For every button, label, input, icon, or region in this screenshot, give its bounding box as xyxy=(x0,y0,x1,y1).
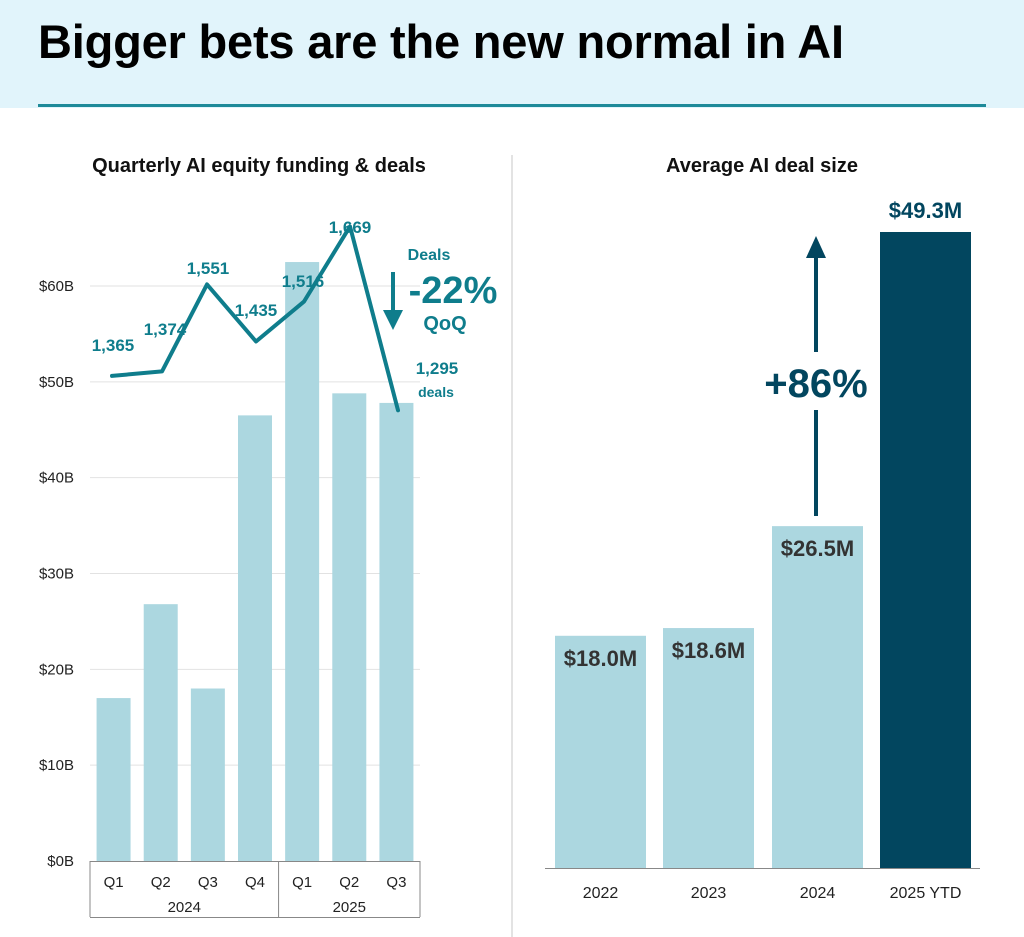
deals-change-value: -22% xyxy=(409,270,498,312)
left-bars xyxy=(96,262,414,862)
y-tick-label: $0B xyxy=(47,853,74,870)
deal-size-label: $18.6M xyxy=(672,638,745,663)
page-title: Bigger bets are the new normal in AI xyxy=(38,15,844,68)
x-tick-label: 2024 xyxy=(800,885,836,902)
x-tick-label: Q2 xyxy=(339,874,359,891)
funding-bar xyxy=(285,262,320,862)
deals-label: 1,669 xyxy=(329,218,372,237)
deals-label: 1,516 xyxy=(282,272,325,291)
x-tick-label: 2023 xyxy=(691,885,727,902)
deal-size-bar xyxy=(772,526,863,868)
funding-bar xyxy=(96,698,131,861)
x-tick-label: Q3 xyxy=(198,874,218,891)
y-tick-label: $50B xyxy=(39,374,74,391)
down-arrow-icon xyxy=(383,310,403,330)
funding-bar xyxy=(238,415,272,861)
deals-label: 1,365 xyxy=(92,336,135,355)
funding-deals-chart: Quarterly AI equity funding & deals $0B$… xyxy=(39,155,497,918)
up-arrow-icon xyxy=(806,236,826,258)
x-tick-label: 2025 YTD xyxy=(890,885,962,902)
right-chart-title: Average AI deal size xyxy=(666,155,858,177)
y-tick-label: $60B xyxy=(39,278,74,295)
deals-label: 1,295 xyxy=(416,359,459,378)
growth-label: +86% xyxy=(764,362,867,406)
x-tick-label: Q1 xyxy=(104,874,124,891)
y-tick-label: $40B xyxy=(39,470,74,487)
deals-label: 1,374 xyxy=(144,320,187,339)
left-chart-title: Quarterly AI equity funding & deals xyxy=(92,155,426,177)
deal-size-label: $18.0M xyxy=(564,646,637,671)
x-tick-label: 2022 xyxy=(583,885,619,902)
y-tick-label: $10B xyxy=(39,757,74,774)
right-bars: $18.0M 2022 $18.6M 2023 $26.5M 2024 $49.3M 2025… xyxy=(545,198,980,902)
growth-arrow: +86% xyxy=(764,236,868,516)
deals-label: 1,551 xyxy=(187,259,230,278)
deal-size-bar xyxy=(880,232,971,868)
header-band xyxy=(0,0,1024,108)
funding-bar xyxy=(143,604,178,861)
x-tick-label: Q4 xyxy=(245,874,265,891)
deals-unit-label: deals xyxy=(418,384,454,400)
funding-bar xyxy=(332,393,367,861)
deal-size-bar xyxy=(555,635,646,868)
x-group-label: 2025 xyxy=(333,899,366,916)
y-tick-label: $20B xyxy=(39,661,74,678)
left-x-axis: Q1 Q2 Q3 Q4 Q1 Q2 Q3 2024 2025 xyxy=(89,861,421,918)
funding-bar xyxy=(379,402,414,861)
title-rule xyxy=(38,104,986,107)
deals-line-path xyxy=(110,224,400,413)
deal-size-label: $49.3M xyxy=(889,198,962,223)
panel-divider xyxy=(511,155,513,937)
x-tick-label: Q2 xyxy=(151,874,171,891)
y-tick-label: $30B xyxy=(39,566,74,583)
deal-size-bar xyxy=(663,628,754,868)
deals-change-period: QoQ xyxy=(423,313,466,335)
x-group-label: 2024 xyxy=(168,899,201,916)
left-y-axis: $0B $10B $20B $30B $40B $50B $60B xyxy=(39,278,74,870)
x-tick-label: Q1 xyxy=(292,874,312,891)
deals-label: 1,435 xyxy=(235,301,278,320)
funding-bar xyxy=(190,688,225,861)
deals-callout-label: Deals xyxy=(408,247,451,264)
deal-size-label: $26.5M xyxy=(781,536,854,561)
deals-change-callout: Deals -22% QoQ xyxy=(383,247,497,335)
x-tick-label: Q3 xyxy=(386,874,406,891)
